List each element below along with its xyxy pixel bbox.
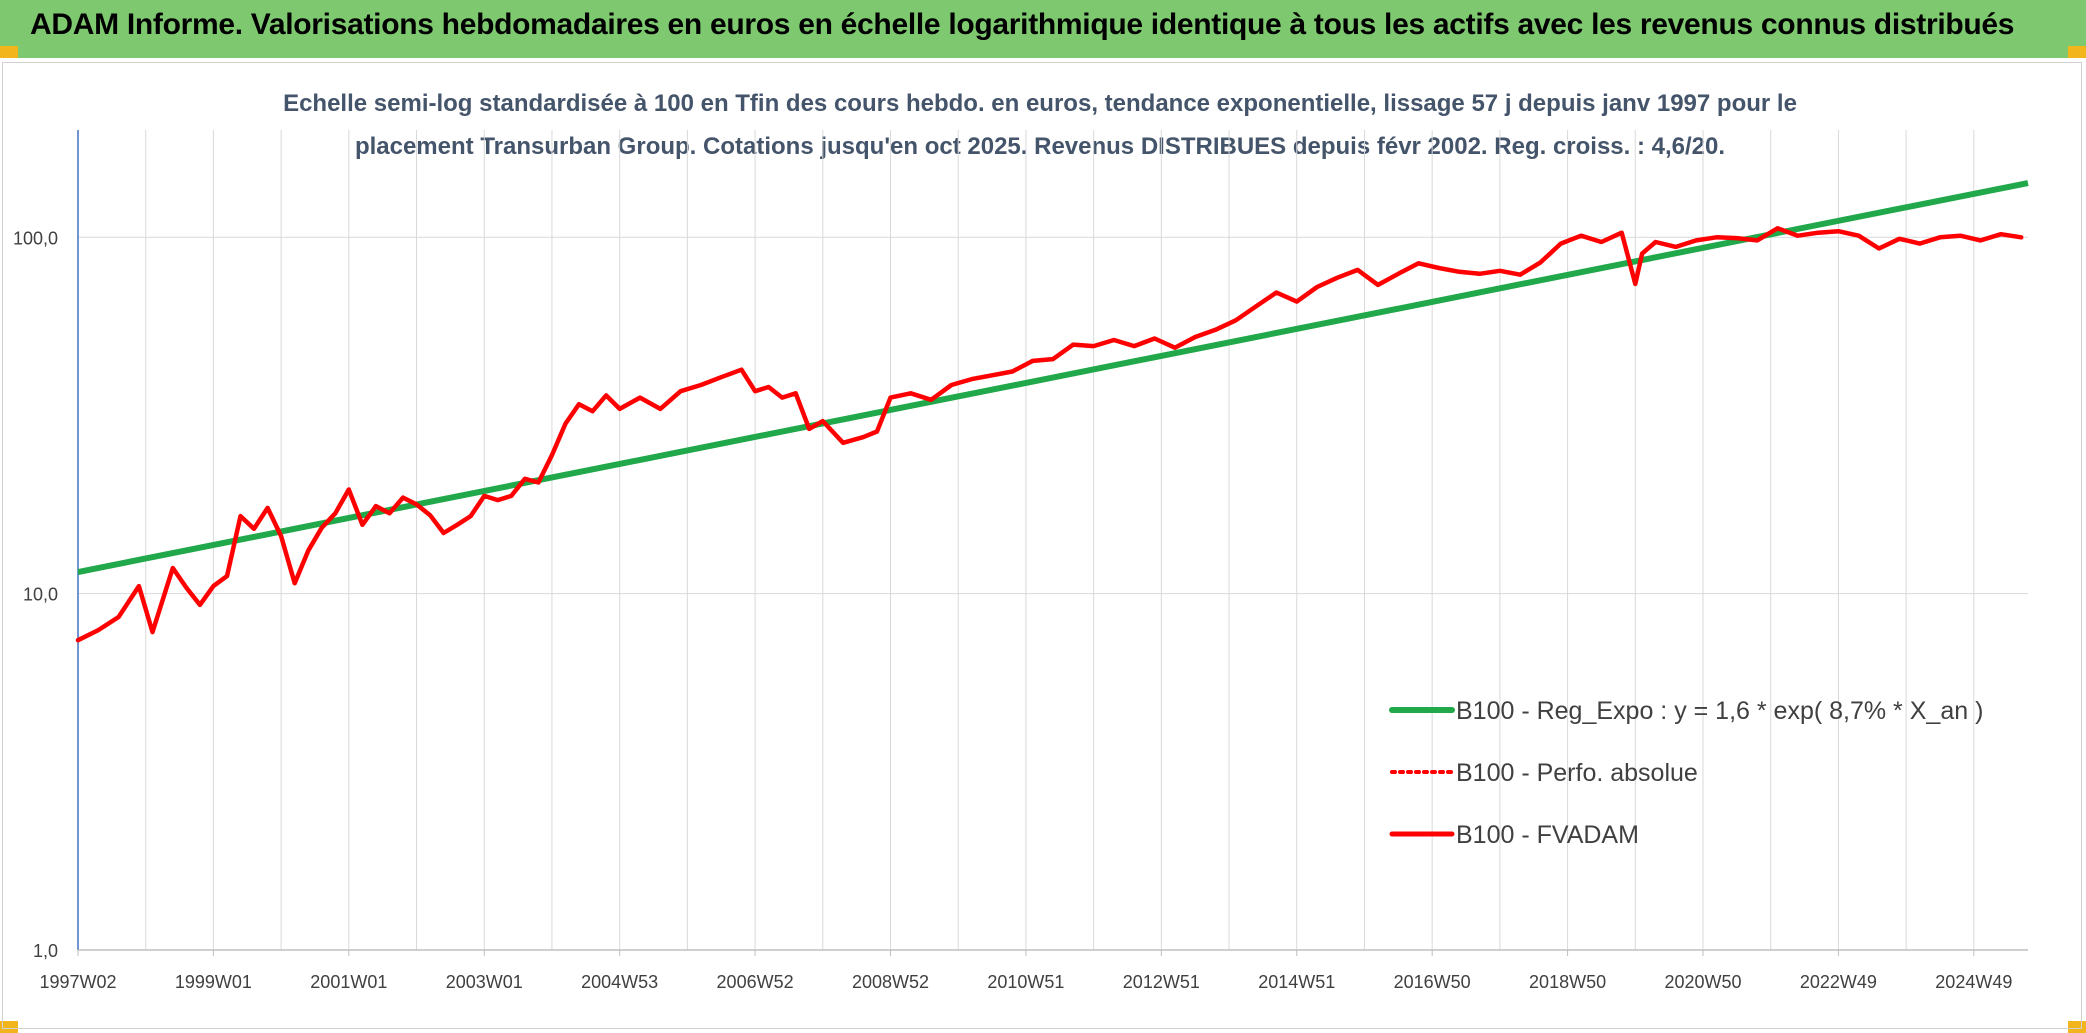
x-tick-label: 2001W01 [310,972,387,992]
report-title: ADAM Informe. Valorisations hebdomadaire… [30,8,2015,41]
x-tick-label: 2014W51 [1258,972,1335,992]
x-tick-label: 2010W51 [987,972,1064,992]
x-tick-label: 2022W49 [1800,972,1877,992]
x-tick-label: 2006W52 [717,972,794,992]
series-regression-line [77,180,2029,575]
x-tick-label: 2018W50 [1529,972,1606,992]
y-tick-label: 10,0 [23,585,58,605]
legend-label: B100 - Perfo. absolue [1456,759,1698,787]
chart-title-line-2: placement Transurban Group. Cotations ju… [354,133,1726,160]
chart-frame [2,62,2082,1029]
y-tick-label: 1,0 [33,941,58,961]
corner-marker-right [2068,46,2086,58]
legend-label: B100 - Reg_Expo : y = 1,6 * exp( 8,7% * … [1456,697,1983,725]
series-fvadam-line [75,226,2024,643]
x-tick-label: 1999W01 [175,972,252,992]
x-tick-label: 2016W50 [1394,972,1471,992]
corner-marker-bottom-left [0,1021,18,1033]
x-tick-label: 2020W50 [1664,972,1741,992]
x-tick-label: 2004W53 [581,972,658,992]
x-tick-label: 2008W52 [852,972,929,992]
x-tick-label: 2003W01 [446,972,523,992]
x-tick-label: 2024W49 [1935,972,2012,992]
legend-label: B100 - FVADAM [1456,821,1639,849]
chart-title-line-1: Echelle semi-log standardisée à 100 en T… [283,90,1797,117]
x-tick-label: 2012W51 [1123,972,1200,992]
y-tick-label: 100,0 [13,228,58,248]
corner-marker-left [0,46,18,58]
x-tick-label: 1997W02 [39,972,116,992]
header-banner: ADAM Informe. Valorisations hebdomadaire… [0,0,2086,58]
